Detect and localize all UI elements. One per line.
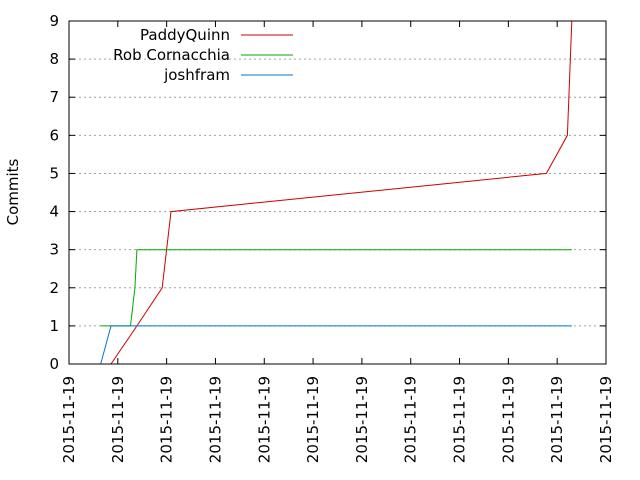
x-tick-label: 2015-11-19 [548,376,566,463]
legend-label: Rob Cornacchia [113,46,230,64]
x-tick-label: 2015-11-19 [499,376,517,463]
x-tick-label: 2015-11-19 [597,376,615,463]
x-tick-label: 2015-11-19 [402,376,420,463]
x-tick-label: 2015-11-19 [109,376,127,463]
x-tick-label: 2015-11-19 [206,376,224,463]
x-tick-label: 2015-11-19 [255,376,273,463]
series-line-joshfram [100,325,572,365]
y-tick-label: 6 [49,126,59,144]
x-tick-label: 2015-11-19 [353,376,371,463]
y-tick-label: 0 [49,355,59,373]
legend: PaddyQuinn Rob Cornacchia joshfram [113,26,293,84]
x-axis-ticks: 2015-11-19 2015-11-19 2015-11-19 2015-11-19… [60,21,615,463]
y-tick-label: 7 [49,88,59,106]
legend-label: joshfram [163,66,230,84]
y-tick-label: 4 [49,203,59,221]
y-axis-title: Commits [4,158,22,225]
y-tick-label: 3 [49,241,59,259]
series-line-rob-cornacchia [100,249,572,327]
x-tick-label: 2015-11-19 [158,376,176,463]
y-tick-label: 9 [49,12,59,30]
y-tick-label: 2 [49,279,59,297]
grid-lines [69,58,606,327]
plot-lines [100,20,573,365]
x-tick-label: 2015-11-19 [451,376,469,463]
y-tick-label: 1 [49,317,59,335]
y-tick-label: 8 [49,50,59,68]
plot-frame [68,20,607,365]
x-tick-label: 2015-11-19 [304,376,322,463]
legend-label: PaddyQuinn [140,26,230,44]
x-tick-label: 2015-11-19 [60,376,78,463]
y-axis-ticks: 0 1 2 3 4 5 6 7 8 9 [49,12,606,373]
y-tick-label: 5 [49,164,59,182]
